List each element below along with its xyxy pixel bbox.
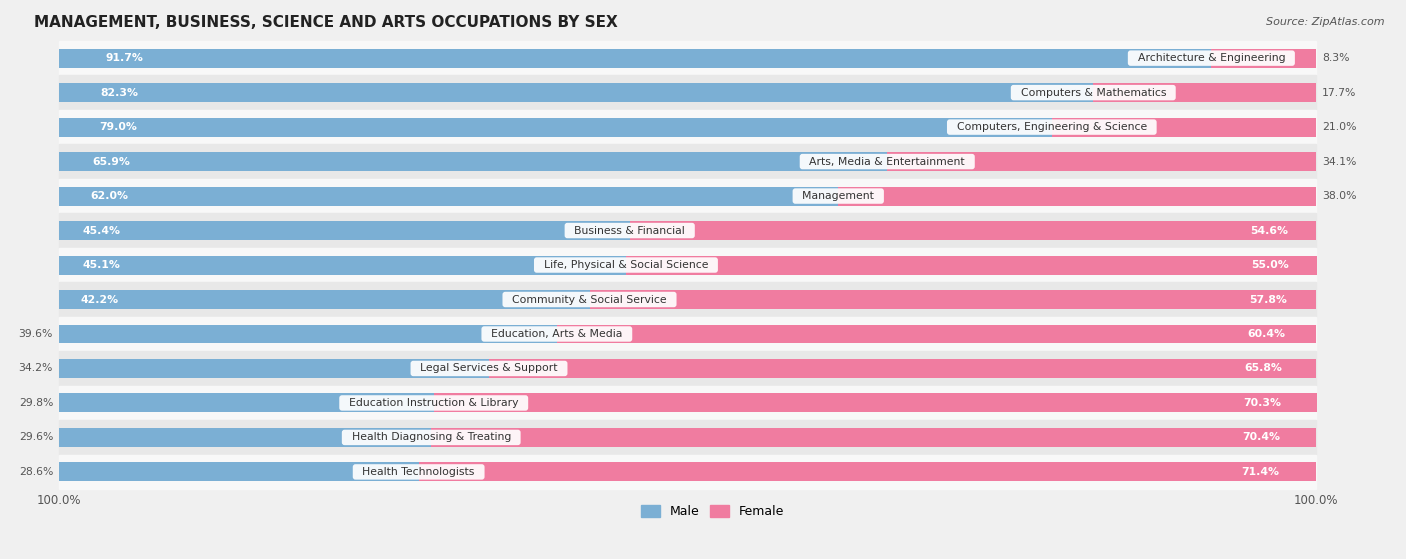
Bar [59, 152, 887, 171]
Text: 28.6%: 28.6% [18, 467, 53, 477]
Text: Community & Social Service: Community & Social Service [505, 295, 673, 305]
Bar [59, 282, 1316, 317]
Text: 45.1%: 45.1% [82, 260, 120, 270]
Text: 60.4%: 60.4% [1247, 329, 1285, 339]
Bar [419, 462, 1316, 481]
Bar [59, 144, 1316, 179]
Text: 54.6%: 54.6% [1250, 225, 1288, 235]
Bar [59, 83, 1094, 102]
Text: 65.9%: 65.9% [93, 157, 131, 167]
Text: Management: Management [796, 191, 882, 201]
Text: 29.8%: 29.8% [18, 398, 53, 408]
Bar [59, 117, 1052, 136]
Bar [59, 394, 433, 413]
Bar [59, 351, 1316, 386]
Text: 70.3%: 70.3% [1243, 398, 1281, 408]
Text: 34.2%: 34.2% [18, 363, 53, 373]
Text: 45.4%: 45.4% [82, 225, 120, 235]
Legend: Male, Female: Male, Female [637, 500, 789, 523]
Bar [432, 428, 1316, 447]
Bar [59, 214, 1316, 248]
Bar [489, 359, 1316, 378]
Text: 91.7%: 91.7% [105, 53, 143, 63]
Bar [59, 420, 1316, 454]
Bar [59, 325, 557, 343]
Text: 39.6%: 39.6% [18, 329, 53, 339]
Bar [887, 152, 1316, 171]
Bar [59, 290, 589, 309]
Text: Arts, Media & Entertainment: Arts, Media & Entertainment [803, 157, 972, 167]
Text: 65.8%: 65.8% [1244, 363, 1282, 373]
Text: Education, Arts & Media: Education, Arts & Media [484, 329, 630, 339]
Bar [1094, 83, 1316, 102]
Text: 34.1%: 34.1% [1322, 157, 1357, 167]
Bar [59, 386, 1316, 420]
Text: Computers & Mathematics: Computers & Mathematics [1014, 88, 1173, 98]
Bar [59, 317, 1316, 351]
Bar [838, 187, 1316, 206]
Bar [59, 221, 630, 240]
Text: 71.4%: 71.4% [1241, 467, 1279, 477]
Bar [59, 462, 419, 481]
Text: Health Technologists: Health Technologists [356, 467, 482, 477]
Text: 57.8%: 57.8% [1249, 295, 1286, 305]
Text: 38.0%: 38.0% [1322, 191, 1357, 201]
Text: Life, Physical & Social Science: Life, Physical & Social Science [537, 260, 716, 270]
Text: Architecture & Engineering: Architecture & Engineering [1130, 53, 1292, 63]
Bar [626, 255, 1317, 274]
Text: Education Instruction & Library: Education Instruction & Library [342, 398, 526, 408]
Bar [59, 179, 1316, 214]
Bar [59, 428, 432, 447]
Text: 29.6%: 29.6% [18, 433, 53, 442]
Bar [433, 394, 1317, 413]
Bar [59, 359, 489, 378]
Text: 62.0%: 62.0% [90, 191, 128, 201]
Text: 8.3%: 8.3% [1322, 53, 1350, 63]
Text: Legal Services & Support: Legal Services & Support [413, 363, 565, 373]
Bar [589, 290, 1316, 309]
Text: Computers, Engineering & Science: Computers, Engineering & Science [949, 122, 1154, 132]
Bar [59, 454, 1316, 489]
Bar [1212, 49, 1316, 68]
Bar [557, 325, 1316, 343]
Bar [59, 110, 1316, 144]
Bar [59, 41, 1316, 75]
Text: Business & Financial: Business & Financial [568, 225, 692, 235]
Bar [59, 255, 626, 274]
Bar [1052, 117, 1316, 136]
Text: 55.0%: 55.0% [1251, 260, 1289, 270]
Text: Health Diagnosing & Treating: Health Diagnosing & Treating [344, 433, 517, 442]
Bar [59, 248, 1316, 282]
Text: 42.2%: 42.2% [80, 295, 118, 305]
Text: Source: ZipAtlas.com: Source: ZipAtlas.com [1267, 17, 1385, 27]
Text: MANAGEMENT, BUSINESS, SCIENCE AND ARTS OCCUPATIONS BY SEX: MANAGEMENT, BUSINESS, SCIENCE AND ARTS O… [34, 15, 619, 30]
Text: 21.0%: 21.0% [1322, 122, 1357, 132]
Bar [59, 187, 838, 206]
Text: 70.4%: 70.4% [1243, 433, 1281, 442]
Bar [630, 221, 1316, 240]
Text: 17.7%: 17.7% [1322, 88, 1357, 98]
Text: 82.3%: 82.3% [101, 88, 139, 98]
Bar [59, 75, 1316, 110]
Text: 79.0%: 79.0% [98, 122, 136, 132]
Bar [59, 49, 1212, 68]
